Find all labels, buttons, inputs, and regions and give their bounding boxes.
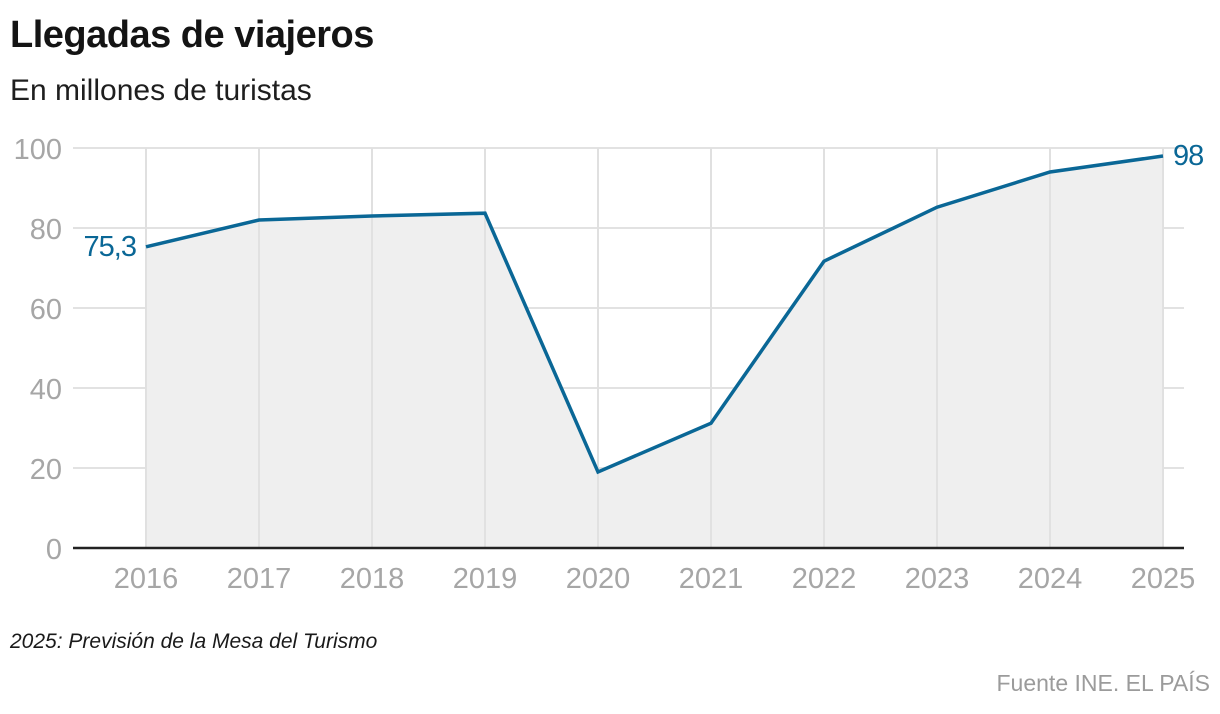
y-tick-label: 60: [30, 294, 62, 326]
y-tick-label: 100: [14, 134, 62, 166]
y-tick-label: 20: [30, 454, 62, 486]
x-axis-tick-labels: 2016 2017 2018 2019 2020 2021 2022 2023 2024 2025: [114, 563, 1196, 595]
y-tick-label: 0: [46, 534, 62, 566]
source-credit: Fuente INE. EL PAÍS: [996, 670, 1211, 696]
x-tick-label: 2018: [340, 563, 405, 595]
value-label: 75,3: [84, 231, 136, 263]
y-tick-label: 40: [30, 374, 62, 406]
area-fill: [146, 156, 1163, 548]
x-tick-label: 2022: [792, 563, 857, 595]
y-tick-label: 80: [30, 214, 62, 246]
footnote: 2025: Previsión de la Mesa del Turismo: [10, 630, 378, 653]
x-tick-label: 2020: [566, 563, 631, 595]
x-tick-label: 2025: [1131, 563, 1196, 595]
value-label: 98: [1173, 140, 1203, 172]
data-line: [145, 154, 1164, 475]
x-tick-label: 2019: [453, 563, 518, 595]
x-tick-label: 2021: [679, 563, 744, 595]
x-tick-label: 2023: [905, 563, 970, 595]
x-tick-label: 2016: [114, 563, 179, 595]
x-tick-label: 2017: [227, 563, 292, 595]
y-axis-tick-labels: 0 20 40 60 80 100: [14, 134, 62, 566]
chart-title: Llegadas de viajeros: [10, 14, 374, 56]
chart-subtitle: En millones de turistas: [10, 74, 312, 107]
data-annotations: 75,3 98: [84, 140, 1205, 263]
x-tick-label: 2024: [1018, 563, 1083, 595]
